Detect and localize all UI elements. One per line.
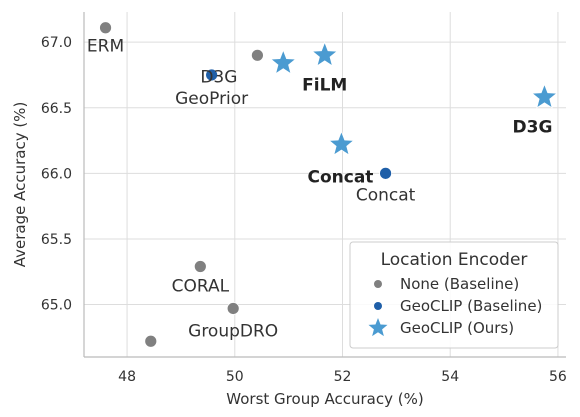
grid xyxy=(84,12,566,357)
x-tick-label: 48 xyxy=(118,369,136,385)
point-label: GeoPrior xyxy=(175,89,248,109)
legend-dot-marker xyxy=(374,280,382,288)
star-marker xyxy=(328,130,355,156)
legend: Location Encoder None (Baseline) GeoCLIP … xyxy=(349,241,559,349)
star-marker xyxy=(311,41,339,67)
star-marker xyxy=(531,83,558,109)
legend-entries: None (Baseline) GeoCLIP (Baseline) GeoCLIP… xyxy=(368,275,542,337)
dot-marker xyxy=(379,166,392,180)
point-label: Concat xyxy=(356,185,416,205)
point-label: ERM xyxy=(87,37,124,57)
point-label: FiLM xyxy=(302,75,347,95)
x-tick-label: 52 xyxy=(334,369,352,385)
y-tick-label: 65.0 xyxy=(41,298,72,314)
legend-entry-label: GeoCLIP (Ours) xyxy=(400,319,514,337)
x-axis-label: Worst Group Accuracy (%) xyxy=(226,390,423,408)
dot-marker xyxy=(251,48,264,62)
y-tick-label: 65.5 xyxy=(41,232,72,248)
legend-box xyxy=(349,241,559,349)
legend-dot-marker xyxy=(374,302,382,310)
dot-marker xyxy=(205,68,219,82)
dot-marker xyxy=(99,21,112,35)
point-label: Concat xyxy=(307,167,373,187)
x-tick-labels: 48 50 52 54 56 xyxy=(118,369,567,385)
y-tick-label: 66.0 xyxy=(41,166,72,182)
x-tick-label: 50 xyxy=(226,369,244,385)
dot-marker xyxy=(226,302,240,315)
x-tick-label: 56 xyxy=(549,369,567,385)
y-tick-label: 67.0 xyxy=(41,35,72,51)
axes xyxy=(83,12,566,358)
y-axis-label: Average Accuracy (%) xyxy=(11,102,29,268)
point-label: D3G xyxy=(200,67,237,87)
legend-title: Location Encoder xyxy=(381,250,528,270)
dot-marker xyxy=(144,334,158,348)
point-labels: ERM D3G CORAL GroupDRO GeoPrior Concat FiLM Con… xyxy=(87,37,552,342)
legend-star-marker xyxy=(368,318,388,337)
point-label: CORAL xyxy=(172,276,230,296)
star-marker xyxy=(269,49,297,75)
legend-entry-label: None (Baseline) xyxy=(400,275,519,293)
data-points xyxy=(99,21,558,348)
dot-marker xyxy=(193,260,207,273)
x-tick-label: 54 xyxy=(441,369,459,385)
y-tick-labels: 65.0 65.5 66.0 66.5 67.0 xyxy=(41,35,72,313)
legend-entry-label: GeoCLIP (Baseline) xyxy=(400,297,542,315)
point-label: D3G xyxy=(513,117,553,137)
y-tick-label: 66.5 xyxy=(41,101,72,117)
point-label: GroupDRO xyxy=(188,321,278,341)
